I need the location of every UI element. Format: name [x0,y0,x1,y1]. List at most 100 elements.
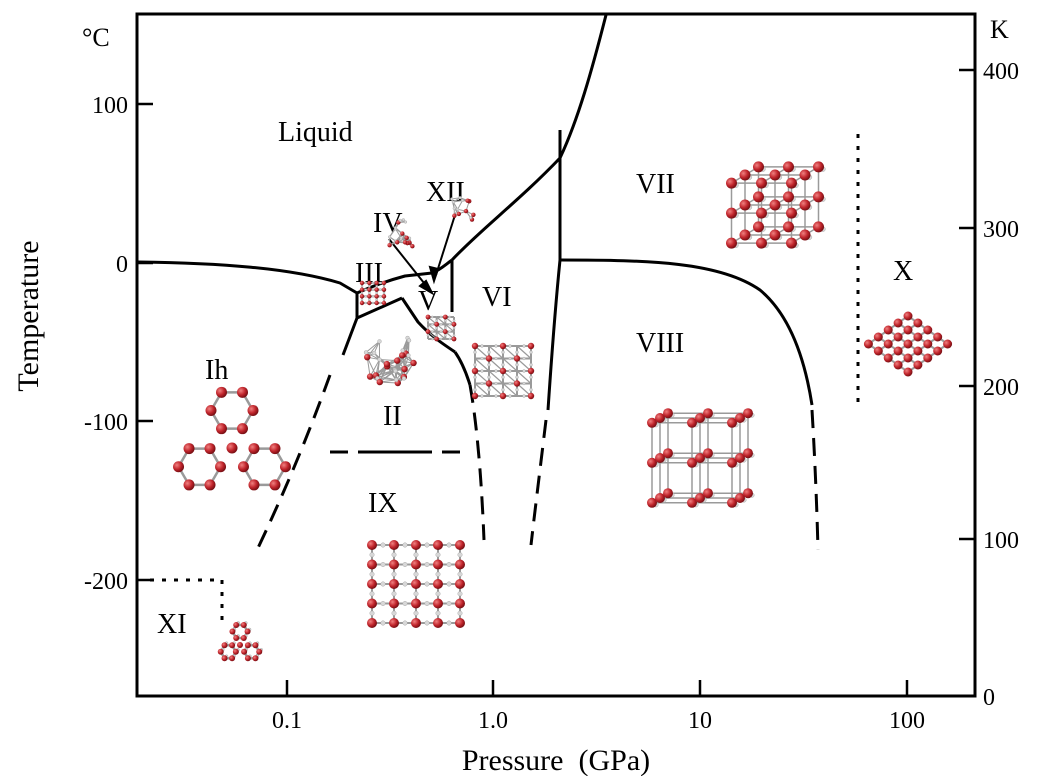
oxygen-atom [753,161,764,173]
oxygen-atom [401,365,408,373]
oxygen-atom [471,212,476,217]
hydrogen-atom [448,330,451,333]
y-right-tick-label: 300 [983,217,1019,243]
bond [502,358,518,372]
oxygen-atom [244,655,251,662]
hydrogen-atom [368,298,371,301]
bond [444,323,455,333]
hydrogen-atom [401,218,405,222]
hydrogen-atom [380,542,386,548]
phase-label-v: V [418,286,438,317]
oxygen-atom [226,442,238,454]
oxygen-atom [743,408,753,419]
hydrogen-atom [382,291,386,295]
right-axis-ticks [959,68,975,541]
hydrogen-atom [515,350,519,354]
x-axis-title: Pressure (GPa) [462,744,650,776]
oxygen-atom [456,211,462,217]
hydrogen-atom [487,350,491,354]
label-arrows [388,214,456,296]
oxygen-atom [367,294,372,299]
oxygen-atom [237,461,249,473]
hydrogen-atom [452,206,456,210]
oxygen-atom [726,177,737,189]
hydrogen-atom [424,601,430,606]
oxygen-atom [442,329,448,335]
oxygen-atom [402,240,408,245]
phase-label-ii: II [383,401,402,432]
oxygen-atom [465,198,470,203]
hydrogen-atom [522,369,526,373]
oxygen-atom [269,443,281,455]
oxygen-atom [433,579,443,589]
oxygen-atom [883,353,893,363]
oxygen-atom [769,229,781,241]
ice-ii-structure-icon [363,335,417,387]
oxygen-atom [433,598,443,609]
left-axis-ticks [137,102,153,582]
hydrogen-atom [444,326,447,330]
ice-x-structure-icon [863,311,953,377]
hydrogen-atom [377,357,382,362]
oxygen-atom [389,579,399,589]
bond [377,377,397,381]
oxygen-atom [425,329,431,335]
iv-arrow [388,238,429,289]
oxygen-atom [216,386,227,398]
oxygen-atom [943,339,953,349]
oxygen-atom [913,318,923,328]
hydrogen-atom [406,353,411,358]
oxygen-atom [279,461,291,473]
hydrogen-atom [468,216,473,220]
iv-arrow-head [418,279,435,296]
hydrogen-atom [439,337,443,341]
vii-viii-boundary [559,258,814,406]
oxygen-atom [769,169,781,181]
hydrogen-atom [375,285,378,288]
hydrogen-atom [379,288,382,291]
hydrogen-atom [452,326,456,330]
oxygen-atom [387,242,392,248]
bond [436,331,446,340]
oxygen-atom [799,199,811,211]
oxygen-atom [455,618,465,628]
oxygen-atom [400,231,405,236]
phase-label-vi: VI [482,282,512,313]
oxygen-atom [923,325,933,335]
oxygen-atom [471,342,479,350]
oxygen-atom [367,559,377,570]
hydrogen-atom [360,291,364,295]
oxygen-atom [240,635,247,642]
oxygen-atom [663,448,673,459]
hydrogen-atom [391,571,397,577]
oxygen-atom [367,598,377,609]
hydrogen-atom [380,581,386,587]
oxygen-atom [727,457,737,468]
hydrogen-atom [435,319,438,322]
hydrogen-atom [452,334,456,337]
oxygen-atom [893,346,903,356]
oxygen-atom [727,497,737,508]
oxygen-atom [374,280,379,286]
oxygen-atom [359,294,365,299]
hydrogen-atom [402,542,408,548]
xi-boundary-dotted [150,578,224,625]
oxygen-atom [883,339,893,349]
y-left-tick-label: -100 [84,410,128,436]
oxygen-atom [359,300,365,306]
oxygen-atom [237,423,248,435]
hydrogen-atom [457,591,463,597]
hydrogen-atom [487,363,491,367]
oxygen-atom [367,618,377,628]
y-right-unit: K [990,15,1009,44]
oxygen-atom [735,453,745,463]
hydrogen-atom [452,319,456,322]
oxygen-atom [756,177,767,189]
ih-ix-dashed [256,374,332,549]
oxygen-atom [433,559,443,570]
hydrogen-atom [369,610,375,616]
hydrogen-atom [360,285,364,288]
hydrogen-atom [446,542,452,548]
oxygen-atom [237,642,243,648]
hydrogen-atom [446,562,452,567]
